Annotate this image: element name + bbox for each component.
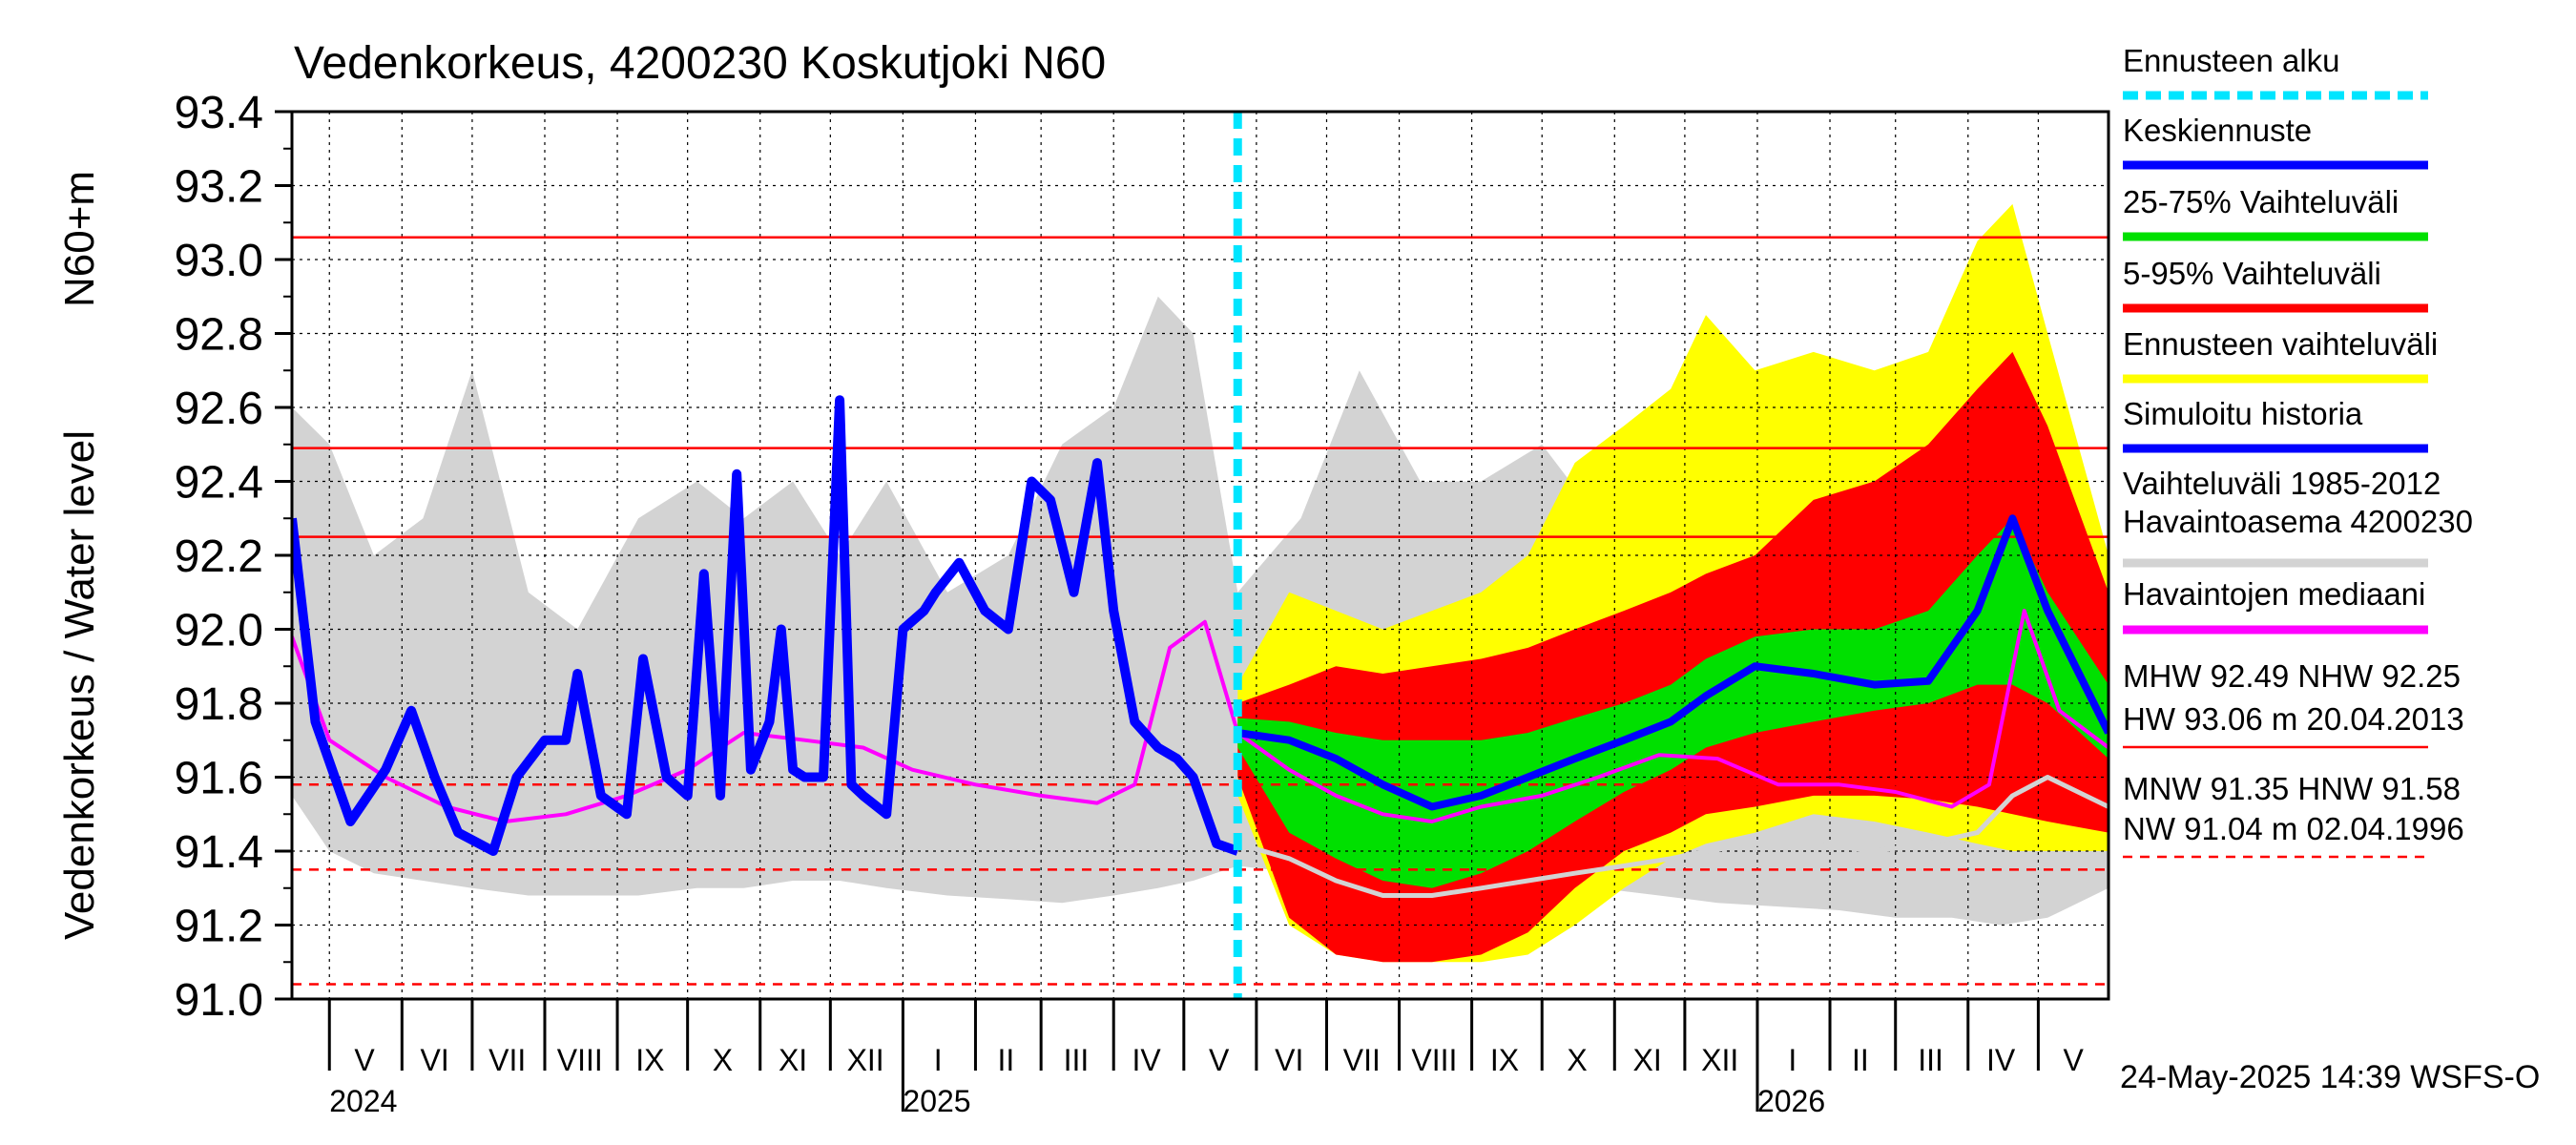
y-axis: 91.0 91.2 91.4 91.6 91.8 92.0 92.2 92.4 92.6 92.8… bbox=[175, 88, 292, 1026]
x-month-label: VII bbox=[488, 1043, 526, 1077]
y-tick-label: 93.0 bbox=[175, 236, 263, 286]
x-month-label: I bbox=[934, 1043, 943, 1077]
x-month-label: I bbox=[1788, 1043, 1797, 1077]
y-tick-label: 91.6 bbox=[175, 754, 263, 804]
x-month-label: VII bbox=[1343, 1043, 1381, 1077]
x-month-label: X bbox=[713, 1043, 733, 1077]
chart-title: Vedenkorkeus, 4200230 Koskutjoki N60 bbox=[294, 38, 1106, 89]
x-year-label: 2026 bbox=[1757, 1084, 1825, 1118]
x-month-label: II bbox=[1852, 1043, 1869, 1077]
lines-layer bbox=[292, 395, 2109, 898]
legend-stats-mnw: MNW 91.35 HNW 91.58 bbox=[2123, 771, 2461, 806]
legend-label-band-25-75: 25-75% Vaihteluväli bbox=[2123, 184, 2399, 219]
legend-label-median: Havaintojen mediaani bbox=[2123, 576, 2425, 612]
legend-stats-nw: NW 91.04 m 02.04.1996 bbox=[2123, 811, 2464, 846]
x-month-label: XII bbox=[847, 1043, 884, 1077]
y-tick-label: 92.0 bbox=[175, 606, 263, 656]
x-month-label: X bbox=[1567, 1043, 1587, 1077]
x-month-label: IX bbox=[635, 1043, 664, 1077]
footer-timestamp: 24-May-2025 14:39 WSFS-O bbox=[2120, 1059, 2540, 1095]
x-month-label: IX bbox=[1490, 1043, 1519, 1077]
x-month-label: V bbox=[354, 1043, 375, 1077]
y-axis-unit-label: N60+m bbox=[56, 171, 103, 307]
x-month-label: XI bbox=[779, 1043, 807, 1077]
band-25-75-vaihteluv-li bbox=[1237, 518, 2109, 888]
x-year-label: 2024 bbox=[329, 1084, 397, 1118]
x-month-label: IV bbox=[1132, 1043, 1161, 1077]
y-tick-label: 92.2 bbox=[175, 531, 263, 582]
y-tick-label: 92.4 bbox=[175, 458, 263, 509]
y-tick-label: 91.8 bbox=[175, 679, 263, 730]
y-tick-label: 93.2 bbox=[175, 162, 263, 213]
x-month-label: III bbox=[1918, 1043, 1943, 1077]
x-month-label: VIII bbox=[1411, 1043, 1457, 1077]
legend-label-forecast-range: Ennusteen vaihteluväli bbox=[2123, 326, 2438, 362]
legend-label-simulated-history: Simuloitu historia bbox=[2123, 396, 2363, 431]
y-tick-label: 91.0 bbox=[175, 975, 263, 1026]
legend-label-forecast-start: Ennusteen alku bbox=[2123, 43, 2340, 78]
y-tick-label: 92.8 bbox=[175, 310, 263, 361]
legend-label2-range-1985-2012: Havaintoasema 4200230 bbox=[2123, 504, 2473, 539]
x-month-label: XI bbox=[1633, 1043, 1662, 1077]
y-tick-label: 93.4 bbox=[175, 88, 263, 138]
x-month-label: V bbox=[2064, 1043, 2085, 1077]
legend-stats-mhw: MHW 92.49 NHW 92.25 bbox=[2123, 658, 2461, 694]
legend-label-mean-forecast: Keskiennuste bbox=[2123, 113, 2312, 148]
x-month-label: II bbox=[997, 1043, 1014, 1077]
x-month-label: IV bbox=[1986, 1043, 2016, 1077]
line-simuloitu-historia bbox=[292, 395, 1239, 856]
y-tick-label: 91.4 bbox=[175, 827, 263, 878]
y-axis-label: Vedenkorkeus / Water level bbox=[56, 430, 103, 940]
x-month-label: XII bbox=[1701, 1043, 1738, 1077]
legend-stats-hw: HW 93.06 m 20.04.2013 bbox=[2123, 701, 2464, 737]
x-month-label: V bbox=[1209, 1043, 1230, 1077]
legend: Ennusteen alku Keskiennuste 25-75% Vaihtel… bbox=[2123, 43, 2473, 859]
line-keskiennuste bbox=[1236, 514, 2109, 811]
x-axis: V VI VII VIII IX X XI XII I II III IV V VI VII VIII IX X X… bbox=[327, 999, 2085, 1118]
x-year-label: 2025 bbox=[903, 1084, 970, 1118]
x-month-label: III bbox=[1064, 1043, 1090, 1077]
legend-label-range-1985-2012: Vaihteluväli 1985-2012 bbox=[2123, 466, 2441, 501]
x-month-label: VIII bbox=[557, 1043, 603, 1077]
y-tick-label: 92.6 bbox=[175, 384, 263, 434]
x-month-label: VI bbox=[1275, 1043, 1303, 1077]
legend-label-band-5-95: 5-95% Vaihteluväli bbox=[2123, 256, 2381, 291]
line-havaintojen-mediaani bbox=[292, 609, 2109, 823]
y-tick-label: 91.2 bbox=[175, 902, 263, 952]
x-month-label: VI bbox=[421, 1043, 449, 1077]
line-havaintoasema-4200230-forecast bbox=[1236, 775, 2109, 898]
